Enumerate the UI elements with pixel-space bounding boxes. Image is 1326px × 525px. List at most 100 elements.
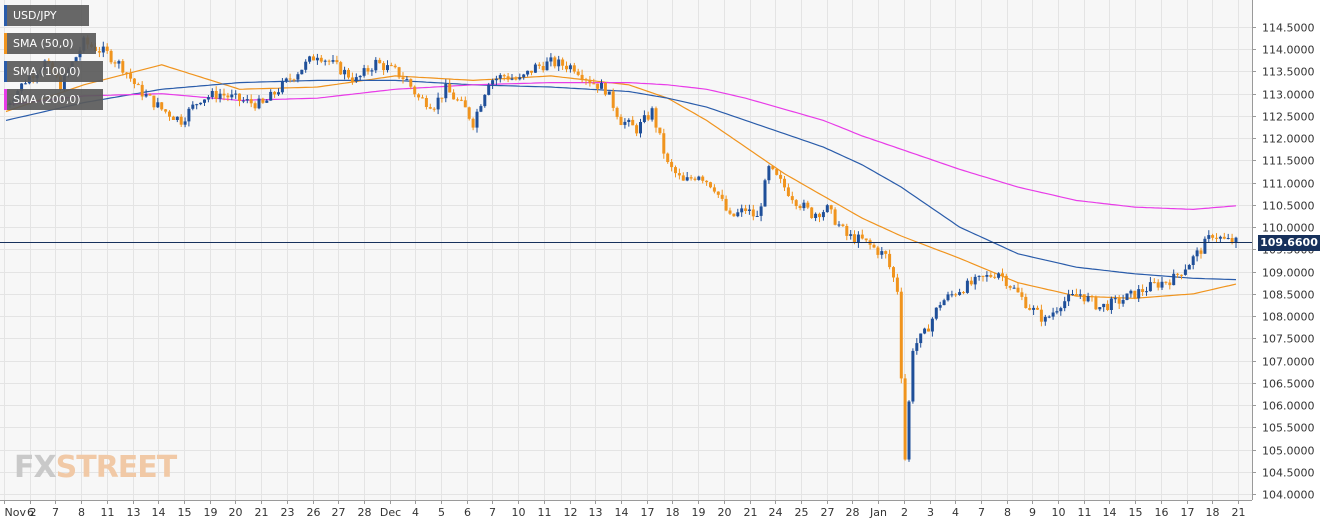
candle [522,73,526,80]
y-tick-label: 109.0000 [1262,267,1315,280]
candle-body [705,180,709,183]
candle [880,247,884,259]
y-tick-label: 105.0000 [1262,445,1315,458]
candle [179,114,183,127]
candle [950,290,954,298]
candle [1183,264,1187,276]
x-tick-label: 28 [846,506,860,519]
candle-body [1001,273,1004,276]
candle [304,59,308,73]
candle [479,104,483,113]
candle [378,57,382,64]
candle-body [140,84,144,97]
candle [662,128,666,159]
candle [483,94,487,108]
x-tick-label: 10 [512,506,526,519]
candle [1164,281,1168,285]
candle [588,76,592,87]
candle [491,78,495,89]
candle [1133,290,1137,300]
candle-body [537,64,541,66]
candle [596,83,600,93]
y-tick-label: 104.5000 [1262,467,1315,480]
candle [393,63,397,69]
candle-body [681,175,685,181]
candle-body [226,95,230,98]
y-tick-label: 105.5000 [1262,422,1315,435]
candle-body [1074,294,1078,296]
candle [709,181,712,189]
candle [728,207,732,215]
candle-body [802,202,806,209]
candle [1113,295,1117,303]
candle [779,170,783,184]
candle-body [1176,273,1180,275]
candle-body [658,127,662,134]
candle-body [144,94,148,97]
candle [985,271,989,282]
candle-body [724,198,728,211]
candle-body [903,378,907,460]
candle-body [436,97,440,110]
candle [1086,292,1090,303]
candle [600,79,603,89]
candle [222,88,226,101]
candle-body [245,99,249,101]
candle-body [1207,235,1211,239]
y-tick-label: 106.5000 [1262,378,1315,391]
candle-body [1129,290,1133,294]
x-tick-label: 20 [718,506,732,519]
legend-item-sma100: SMA (100,0) [4,61,103,82]
candle-body [168,111,171,117]
candle-body [1121,300,1125,304]
legend: USD/JPY SMA (50,0) SMA (100,0) SMA (200,… [4,5,103,117]
candle-body [1082,294,1086,302]
candle [432,107,436,112]
sma-line-200 [5,82,1237,211]
candle-body [821,212,825,218]
candle-body [117,61,121,64]
candle-body [265,100,269,103]
candle-body [557,59,561,67]
candle [872,243,876,249]
x-tick-label: 2 [901,506,908,519]
candle-body [374,59,378,71]
candle [923,327,927,335]
legend-swatch-sma50 [4,33,7,54]
sma-line-100 [5,79,1237,281]
candle [1055,307,1059,315]
x-tick-label: 25 [795,506,809,519]
y-tick-label: 107.0000 [1262,356,1315,369]
candle [113,60,117,68]
x-tick-label: 19 [204,506,218,519]
candle [475,108,479,133]
candle-body [335,60,339,63]
candle [331,55,335,64]
candle [946,291,950,302]
x-tick-label: 17 [1181,506,1195,519]
y-tick-label: 110.5000 [1262,200,1315,213]
candle [241,97,245,104]
candle [389,62,393,67]
candle-body [1024,296,1028,308]
candle [1211,233,1215,241]
candle-body [856,234,860,243]
candle-body [783,178,786,188]
legend-label-usdjpy: USD/JPY [13,9,57,22]
candle [109,49,113,65]
candle-body [510,78,514,80]
candle [666,152,670,164]
candle [1012,284,1016,289]
candle-body [1148,282,1152,292]
candle [993,272,997,279]
candle-body [1012,287,1016,289]
candle [783,176,786,191]
candle-body [308,56,312,62]
candle [401,72,405,84]
candle [915,338,919,355]
candle [1008,285,1012,291]
candle-body [849,234,853,236]
x-tick-label: 15 [1129,506,1143,519]
candle-body [736,212,740,217]
candle-body [456,99,459,101]
